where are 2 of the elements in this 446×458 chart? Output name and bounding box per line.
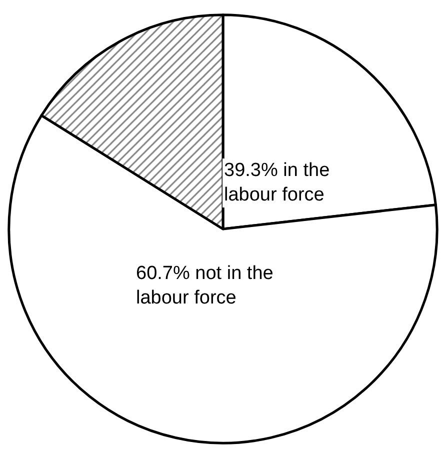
- text: 39.3% in the labour force: [224, 160, 330, 206]
- text: 60.7% not in the labour force: [136, 263, 274, 309]
